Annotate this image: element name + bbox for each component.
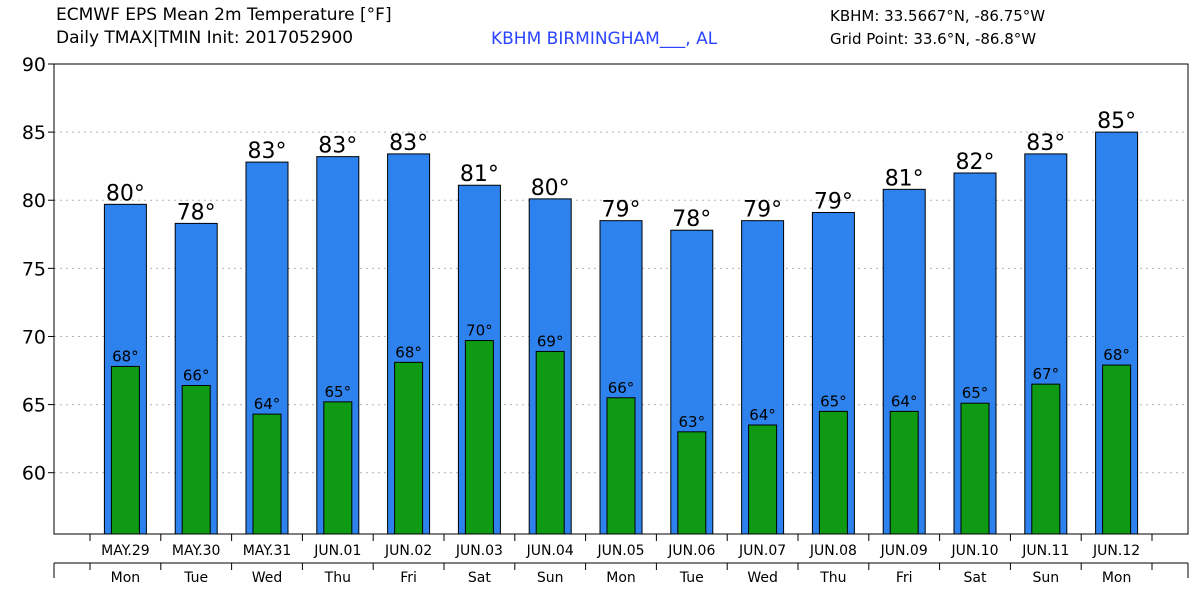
y-axis-ticks: 60 65 70 75 80 85 90 [22,54,54,485]
x-weekday-label: Tue [183,570,208,586]
tmax-label: 78° [672,207,711,232]
x-weekday-label: Sun [1032,570,1059,586]
tmin-bar [818,410,848,535]
chart-title: ECMWF EPS Mean 2m Temperature [°F] [56,5,392,25]
x-weekday-label: Sat [468,570,491,586]
x-date-label: JUN.03 [455,543,503,559]
tmin-label: 68° [1103,346,1130,364]
x-date-label: JUN.04 [526,543,574,559]
tmin-bar [464,340,494,535]
x-weekday-label: Mon [1102,570,1132,586]
tmax-label: 81° [460,162,499,187]
tmin-bar [181,385,211,535]
tmax-label: 79° [602,198,641,223]
x-date-label: JUN.12 [1092,543,1140,559]
x-weekday-label: Thu [324,570,351,586]
tmin-bar [889,410,919,535]
chart-subtitle: Daily TMAX|TMIN Init: 2017052900 [56,28,354,48]
station-coordinates: KBHM: 33.5667°N, -86.75°W [830,7,1046,25]
tmin-label: 63° [679,413,706,431]
tmin-bar [1031,383,1061,535]
x-date-label: JUN.05 [596,543,644,559]
y-tick-label: 70 [22,326,46,348]
plot-frame [53,63,1189,535]
tmax-label: 83° [318,134,357,159]
tmin-label: 68° [395,343,422,361]
tmin-bar [110,365,140,535]
tmax-label: 83° [1026,131,1065,156]
x-weekday-label: Mon [606,570,636,586]
x-date-label: MAY.30 [172,543,221,559]
x-weekday-label: Wed [252,570,283,586]
x-date-label: MAY.29 [101,543,150,559]
x-date-label: JUN.10 [950,543,998,559]
tmax-label: 79° [814,189,853,214]
x-date-label: MAY.31 [243,543,292,559]
tmin-bar [323,401,353,535]
tmax-label: 83° [389,131,428,156]
x-date-label: JUN.08 [809,543,857,559]
tmin-bar [748,424,778,535]
y-tick-label: 60 [22,463,46,485]
tmin-label: 66° [608,379,635,397]
y-tick-label: 65 [22,395,46,417]
bars [103,131,1139,535]
tmin-label: 65° [962,384,989,402]
tmin-label: 64° [891,392,918,410]
tmin-bar [394,361,424,535]
x-weekday-label: Fri [400,570,417,586]
y-tick-label: 85 [22,122,46,144]
tmax-label: 81° [885,166,924,191]
y-tick-label: 75 [22,258,46,280]
tmin-label: 64° [254,395,281,413]
tmax-label: 82° [956,150,995,175]
tmin-bar [252,413,282,535]
tmin-bar [677,431,707,535]
x-weekday-label: Sat [964,570,987,586]
x-weekday-label: Fri [896,570,913,586]
tmin-label: 64° [749,406,776,424]
tmin-label: 66° [183,367,210,385]
x-date-label: JUN.01 [313,543,361,559]
tmin-bar [535,350,565,535]
x-weekday-label: Mon [111,570,141,586]
x-weekday-label: Tue [679,570,704,586]
x-weekday-label: Sun [537,570,564,586]
x-date-label: JUN.11 [1021,543,1069,559]
tmax-label: 85° [1097,109,1136,134]
x-date-label: JUN.09 [880,543,928,559]
tmax-label: 83° [248,139,287,164]
data-labels: 80° 68° 78° 66° 83° 64° 83° 65° 83° 68° 81° 70° 80° 6… [106,109,1136,431]
tmax-label: 80° [106,181,145,206]
x-weekday-label: Wed [747,570,778,586]
tmin-label: 68° [112,347,139,365]
tmin-bar [1102,364,1132,535]
tmin-label: 65° [820,392,847,410]
station-name: KBHM BIRMINGHAM___, AL [491,29,718,49]
tmax-label: 80° [531,176,570,201]
tmax-label: 78° [177,200,216,225]
x-weekday-label: Thu [819,570,846,586]
tmin-bar [960,402,990,535]
tmin-label: 65° [325,383,352,401]
x-axis: MAY.29 Mon MAY.30 Tue MAY.31 Wed JUN.01 Thu JUN.… [53,534,1189,586]
y-tick-label: 80 [22,190,46,212]
tmin-label: 67° [1033,365,1060,383]
y-tick-label: 90 [22,54,46,76]
x-date-label: JUN.07 [738,543,786,559]
x-date-label: JUN.02 [384,543,432,559]
tmin-label: 69° [537,332,564,350]
grid-point-coordinates: Grid Point: 33.6°N, -86.8°W [830,30,1037,48]
x-date-label: JUN.06 [667,543,715,559]
tmax-label: 79° [743,198,782,223]
tmin-bar [606,397,636,535]
tmin-label: 70° [466,322,493,340]
